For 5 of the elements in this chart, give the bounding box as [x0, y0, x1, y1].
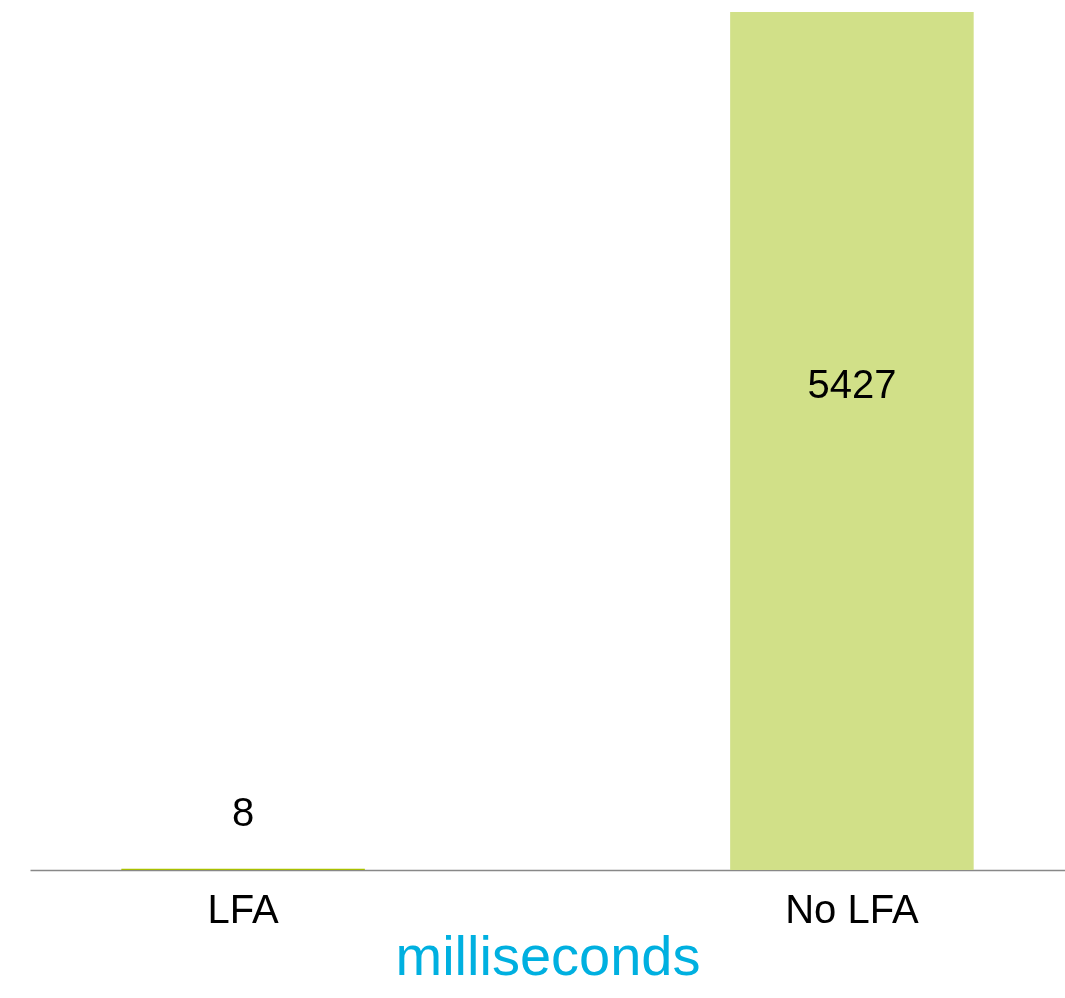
- data-label: 5427: [807, 362, 897, 406]
- x-tick-label: No LFA: [785, 886, 919, 931]
- data-label: 8: [231, 789, 255, 834]
- x-axis-title: milliseconds: [395, 923, 701, 987]
- x-tick-label: LFA: [207, 886, 279, 931]
